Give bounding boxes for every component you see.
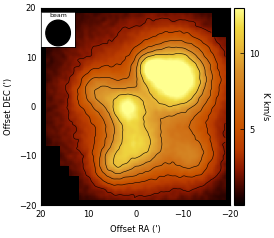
Y-axis label: K km/s: K km/s [262,92,271,121]
X-axis label: Offset RA ('): Offset RA (') [110,225,161,234]
Y-axis label: Offset DEC ('): Offset DEC (') [4,78,13,135]
